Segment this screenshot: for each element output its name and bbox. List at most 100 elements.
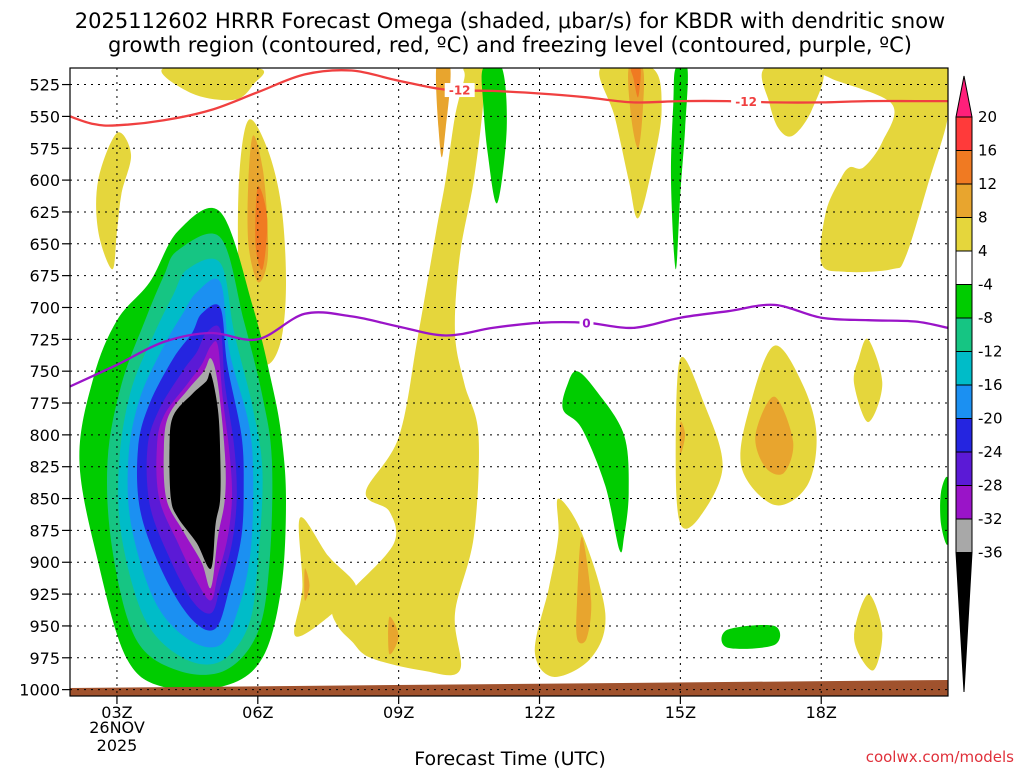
colorbar-label-8: -16: [978, 376, 1003, 394]
omega-region-gold-19: [679, 421, 686, 455]
temperature-contours: -12 -12 0: [70, 69, 948, 388]
omega-region-yellow-18: [675, 356, 723, 529]
y-tick-label-1000: 1000: [19, 681, 60, 700]
colorbar-cell-1: [955, 116, 973, 151]
x-tick-label-09Z: 09Z: [383, 703, 414, 722]
omega-region-yellow-0: [96, 132, 132, 270]
y-tick-label-675: 675: [29, 267, 60, 286]
date-label-line1: 26NOV: [89, 718, 145, 737]
colorbar-label-10: -24: [978, 443, 1003, 461]
colorbar-label-0: 20: [978, 108, 997, 126]
x-tick-label-12Z: 12Z: [524, 703, 555, 722]
colorbar-cell-9: [955, 384, 973, 419]
ground-band: [70, 680, 948, 696]
colorbar-cell-11: [955, 451, 973, 486]
colorbar-label-13: -36: [978, 544, 1003, 562]
omega-region-yellow-23: [853, 338, 883, 423]
dgz-contour-label-1: -12: [735, 95, 757, 109]
omega-region-yellow-24: [854, 594, 883, 671]
omega-region-green-22: [721, 624, 781, 649]
x-tick-label-15Z: 15Z: [665, 703, 696, 722]
y-tick-label-825: 825: [29, 458, 60, 477]
colorbar-cell-13: [955, 518, 973, 553]
colorbar-cell-12: [955, 485, 973, 520]
omega-region-gold-13: [628, 68, 645, 149]
colorbar-label-1: 16: [978, 142, 997, 160]
colorbar-label-5: -4: [978, 276, 993, 294]
ground-surface: [70, 680, 948, 696]
colorbar: 20 16 12 8 4 -4 -8 -12 -16 -20 -24 -28 -32 -36: [955, 75, 1003, 693]
y-tick-label-775: 775: [29, 394, 60, 413]
y-tick-label-950: 950: [29, 617, 60, 636]
omega-region-yellow-6: [294, 517, 357, 637]
colorbar-label-11: -28: [978, 477, 1003, 495]
omega-region-green-11: [562, 371, 629, 553]
x-tick-label-06Z: 06Z: [242, 703, 273, 722]
omega-region-orange-4: [255, 185, 268, 270]
y-tick-label-600: 600: [29, 171, 60, 190]
plot-area: -12 -12 0: [69, 67, 949, 697]
omega-region-yellow-1: [161, 68, 264, 101]
dgz-contour-label-0: -12: [449, 84, 471, 98]
date-label-line2: 2025: [97, 736, 138, 755]
y-tick-label-850: 850: [29, 490, 60, 509]
colorbar-cell-3: [955, 183, 973, 218]
y-tick-label-725: 725: [29, 330, 60, 349]
y-tick-label-750: 750: [29, 362, 60, 381]
omega-region-black-36: [169, 372, 221, 569]
omega-region-gold-17: [576, 536, 592, 644]
y-tick-label-525: 525: [29, 76, 60, 95]
omega-shading: [79, 68, 948, 691]
colorbar-cell-6: [955, 284, 973, 319]
colorbar-cell-2: [955, 150, 973, 185]
y-axis: 525 550 575 600 625 650 675 700 725 750 775 800 825 8…: [19, 76, 70, 700]
y-tick-label-550: 550: [29, 107, 60, 126]
colorbar-cell-4: [955, 217, 973, 252]
y-tick-label-650: 650: [29, 235, 60, 254]
omega-region-yellow-5: [331, 68, 485, 676]
omega-region-gold-8: [388, 616, 399, 655]
omega-region-green-27: [940, 476, 948, 545]
colorbar-label-6: -8: [978, 309, 993, 327]
x-axis: 03Z 06Z 09Z 12Z 15Z 18Z: [101, 696, 837, 722]
omega-region-orange-14: [630, 68, 641, 98]
x-axis-title: Forecast Time (UTC): [414, 748, 605, 768]
freezing-contour-label-bg-0: [579, 315, 594, 330]
chart-title-line2: growth region (contoured, red, ºC) and f…: [108, 33, 912, 57]
y-tick-label-625: 625: [29, 203, 60, 222]
dgz-contour-label-bg-1: [731, 94, 762, 109]
omega-region-yellow-25: [812, 68, 948, 273]
chart-title-line1: 2025112602 HRRR Forecast Omega (shaded, …: [75, 9, 945, 33]
y-tick-label-925: 925: [29, 585, 60, 604]
freezing-contour-line: [70, 303, 948, 388]
y-tick-label-875: 875: [29, 521, 60, 540]
y-tick-label-900: 900: [29, 553, 60, 572]
y-tick-label-975: 975: [29, 649, 60, 668]
y-tick-label-575: 575: [29, 139, 60, 158]
colorbar-label-9: -20: [978, 410, 1003, 428]
colorbar-cell-7: [955, 317, 973, 352]
colorbar-cell-5: [955, 250, 973, 285]
colorbar-top-arrow: [955, 75, 973, 118]
colorbar-label-4: 4: [978, 242, 988, 260]
colorbar-cell-10: [955, 418, 973, 453]
plot-frame: [69, 67, 949, 697]
y-tick-label-700: 700: [29, 298, 60, 317]
x-tick-label-18Z: 18Z: [806, 703, 837, 722]
omega-region-gold-7: [304, 568, 310, 601]
freezing-contour-label-0: 0: [582, 316, 590, 330]
colorbar-label-3: 8: [978, 209, 988, 227]
credit-label[interactable]: coolwx.com/models: [866, 748, 1014, 766]
omega-region-green-15: [670, 68, 688, 270]
y-tick-label-800: 800: [29, 426, 60, 445]
colorbar-cell-8: [955, 351, 973, 386]
colorbar-bottom-arrow: [955, 552, 973, 693]
colorbar-label-7: -12: [978, 343, 1003, 361]
dgz-contour-label-bg-0: [444, 83, 475, 98]
omega-region-yellow-12: [599, 68, 662, 219]
omega-region-gold-21: [755, 396, 794, 475]
omega-region-green-10: [481, 68, 507, 204]
x-tick-label-03Z: 03Z: [101, 703, 132, 722]
dgz-contour-line: [70, 69, 948, 127]
colorbar-label-12: -32: [978, 510, 1003, 528]
